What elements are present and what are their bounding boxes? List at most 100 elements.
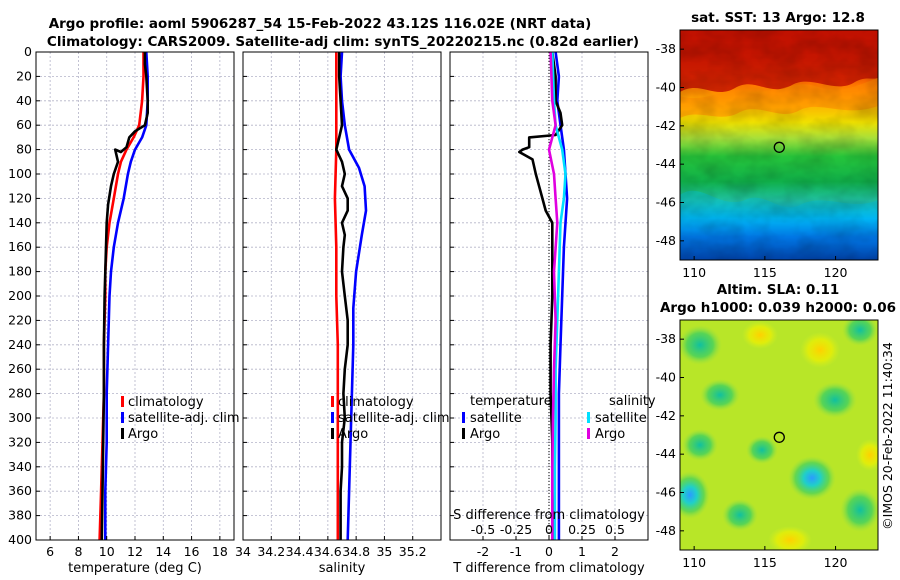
x-tick-label: -2 xyxy=(477,544,489,559)
map-frame xyxy=(679,319,879,551)
x-axis-label-salinity: S difference from climatology xyxy=(453,508,645,523)
x-tick-label: 34.2 xyxy=(257,544,285,559)
y-tick-label: 100 xyxy=(8,166,32,181)
legend-label-argo: Argo xyxy=(338,427,368,442)
x-tick-label: 120 xyxy=(824,555,848,570)
sla-blob xyxy=(842,320,878,346)
sst-map: 110 115 120 -38 -40 -42 -44 -46 -48 xyxy=(656,29,879,280)
x-tick-label-salinity: -0.5 xyxy=(471,522,495,537)
difference-panel: -2 -1 0 1 2 T difference from climatology S di… xyxy=(449,51,649,576)
y-tick-label: 360 xyxy=(8,483,32,498)
x-tick-label: 6 xyxy=(46,544,54,559)
y-tick-label: -44 xyxy=(656,156,676,171)
y-tick-label: 180 xyxy=(8,264,32,279)
sla-map-title-1: Altim. SLA: 0.11 xyxy=(717,282,839,298)
sla-blob xyxy=(800,332,840,368)
y-tick-label: 300 xyxy=(8,410,32,425)
x-axis-label: temperature (deg C) xyxy=(68,561,202,576)
difference-legend: temperature salinity satellite Argo sate… xyxy=(462,394,656,442)
sla-blob xyxy=(856,439,878,471)
sst-map-title: sat. SST: 13 Argo: 12.8 xyxy=(691,10,865,26)
x-tick-label: 14 xyxy=(155,544,171,559)
y-tick-label: 220 xyxy=(8,312,32,327)
temperature-panel: 6 8 10 12 14 16 180204060801001201401601802002… xyxy=(8,44,235,576)
x-tick-label: 115 xyxy=(753,555,777,570)
x-tick-label: 34 xyxy=(235,544,251,559)
y-tick-label: 200 xyxy=(8,288,32,303)
y-tick-label: -44 xyxy=(656,446,676,461)
y-tick-label: -40 xyxy=(656,80,676,95)
x-tick-label: 34.6 xyxy=(314,544,342,559)
x-tick-label: 1 xyxy=(578,544,586,559)
series-argo xyxy=(335,52,349,540)
x-tick-label: 10 xyxy=(99,544,115,559)
y-tick-label: 260 xyxy=(8,361,32,376)
sla-blob xyxy=(680,471,710,519)
legend-swatch-salinity-satellite xyxy=(587,412,590,423)
sla-blob xyxy=(680,325,722,365)
sla-blob xyxy=(722,499,758,531)
legend-label-satellite: satellite-adj. clim xyxy=(128,411,240,426)
legend-swatch-satellite xyxy=(331,412,334,423)
y-tick-label: 380 xyxy=(8,508,32,523)
y-tick-label: 280 xyxy=(8,386,32,401)
y-tick-label: 400 xyxy=(8,532,32,547)
salinity-legend: climatology satellite-adj. clim Argo xyxy=(331,395,450,442)
y-tick-label: -46 xyxy=(656,485,676,500)
salinity-panel: 34 34.2 34.4 34.6 34.8 35 35.2 salinity xyxy=(235,51,442,576)
legend-label-satellite: satellite-adj. clim xyxy=(338,411,450,426)
y-tick-label: -48 xyxy=(656,523,676,538)
x-tick-label: 34.8 xyxy=(342,544,370,559)
legend-label-argo: Argo xyxy=(128,427,158,442)
sst-map-axes: 110 115 120 -38 -40 -42 -44 -46 -48 xyxy=(656,29,879,280)
copyright-label: ©IMOS 20-Feb-2022 11:40:34 xyxy=(880,342,895,530)
y-tick-label: -40 xyxy=(656,370,676,385)
series-satellite-adj-clim xyxy=(339,51,368,541)
sst-texture xyxy=(680,30,878,260)
legend-swatch-satellite xyxy=(121,412,124,423)
series-climatology xyxy=(333,52,340,540)
legend-swatch-temperature-argo xyxy=(462,428,465,439)
sla-blob xyxy=(682,429,718,461)
x-tick-label: 35.2 xyxy=(399,544,427,559)
y-tick-label: 340 xyxy=(8,459,32,474)
map-frame xyxy=(679,29,879,261)
x-tick-label: 16 xyxy=(184,544,200,559)
temperature-legend: climatology satellite-adj. clim Argo xyxy=(121,395,240,442)
sla-blob xyxy=(788,456,836,500)
legend-label-salinity-argo: Argo xyxy=(595,427,625,442)
sla-blob xyxy=(840,488,878,532)
legend-swatch-temperature-satellite xyxy=(462,412,465,423)
series-salinity-argo xyxy=(547,51,559,540)
x-tick-label: -1 xyxy=(510,544,522,559)
x-tick-label: 35 xyxy=(376,544,392,559)
y-tick-label: 40 xyxy=(16,93,32,108)
y-tick-label: 320 xyxy=(8,434,32,449)
y-tick-label: -42 xyxy=(656,118,676,133)
y-tick-label: -48 xyxy=(656,233,676,248)
y-tick-label: -42 xyxy=(656,408,676,423)
x-axis-label: salinity xyxy=(319,561,366,576)
legend-label-temperature-satellite: satellite xyxy=(470,411,522,426)
y-tick-label: 140 xyxy=(8,215,32,230)
x-tick-label-salinity: 0.25 xyxy=(568,522,596,537)
x-tick-label: 110 xyxy=(682,265,706,280)
legend-label-temperature-argo: Argo xyxy=(470,427,500,442)
series-temperature-argo xyxy=(518,51,564,541)
sla-blob xyxy=(768,526,812,550)
sla-blob xyxy=(746,436,778,464)
x-tick-label: 18 xyxy=(212,544,228,559)
y-tick-label: 160 xyxy=(8,239,32,254)
series-argo xyxy=(100,52,149,541)
legend-swatch-argo xyxy=(331,428,334,439)
x-tick-label: 34.4 xyxy=(286,544,314,559)
sla-map-axes: 110 115 120 -38 -40 -42 -44 -46 -48 xyxy=(656,319,879,570)
legend-swatch-salinity-argo xyxy=(587,428,590,439)
y-tick-label: 120 xyxy=(8,190,32,205)
x-tick-label-salinity: -0.25 xyxy=(500,522,532,537)
sla-map: 110 115 120 -38 -40 -42 -44 -46 -48 xyxy=(656,319,879,570)
legend-header-salinity: salinity xyxy=(609,394,656,409)
y-tick-label: 80 xyxy=(16,142,32,157)
title-line-2: Climatology: CARS2009. Satellite-adj cli… xyxy=(47,34,639,50)
